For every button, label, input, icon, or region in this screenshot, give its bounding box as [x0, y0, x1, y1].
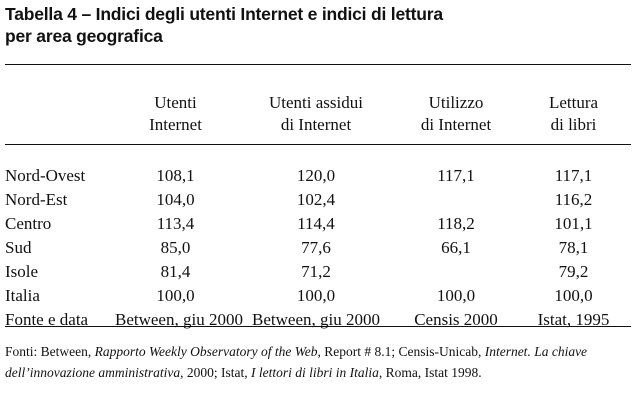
header-utenti-internet: Utenti Internet: [115, 80, 236, 136]
cell-area: Italia: [5, 286, 40, 305]
cell-utilizzo: 100,0: [436, 286, 476, 305]
header-utilizzo-line2: di Internet: [420, 115, 492, 134]
footnote-text: Fonti: Between,: [5, 344, 95, 359]
cell-area: Nord-Est: [5, 190, 68, 209]
footnote-title-internet: Internet. La chiave dell’innovazione amm…: [5, 344, 588, 380]
header-rule: [5, 144, 631, 145]
cell-utilizzo: 118,2: [437, 214, 475, 233]
data-table: Utenti Internet Utenti assidui di Internet…: [5, 80, 631, 332]
cell-utilizzo: [396, 260, 516, 284]
table-row-centro: Centro 113,4 114,4 118,2 101,1: [5, 212, 631, 236]
table-row-isole: Isole 81,4 71,2 79,2: [5, 260, 631, 284]
cell-lettura: 101,1: [554, 214, 593, 233]
table-title-line-2: per area geografica: [5, 26, 163, 46]
header-lettura-libri: Lettura di libri: [516, 80, 631, 136]
header-utenti-assidui: Utenti assidui di Internet: [236, 80, 396, 136]
cell-lettura: 78,1: [558, 238, 589, 257]
table-row-nord-ovest: Nord-Ovest 108,1 120,0 117,1 117,1: [5, 164, 631, 188]
cell-source-label: Fonte e data: [5, 310, 89, 329]
cell-assidui: 71,2: [301, 262, 331, 281]
header-utilizzo-internet: Utilizzo di Internet: [396, 80, 516, 136]
cell-lettura: 117,1: [554, 166, 593, 185]
header-row: Utenti Internet Utenti assidui di Internet…: [5, 80, 631, 136]
header-area: [5, 80, 115, 136]
footnote-text: , Roma, Istat 1998.: [378, 365, 482, 380]
header-assidui-line1: Utenti assidui: [269, 93, 363, 112]
footnote-text: , 2000; Istat,: [180, 365, 251, 380]
cell-utenti: 100,0: [156, 286, 195, 305]
cell-source-assidui: Between, giu 2000: [252, 310, 380, 329]
cell-area: Centro: [5, 214, 52, 233]
cell-area: Isole: [5, 262, 39, 281]
cell-assidui: 100,0: [296, 286, 336, 305]
cell-source-utilizzo: Censis 2000: [414, 310, 498, 329]
bottom-rule: [5, 326, 631, 327]
table-row-fonte: Fonte e data Between, giu 2000 Between, …: [5, 308, 631, 332]
cell-area: Sud: [5, 238, 32, 257]
cell-utenti: 113,4: [156, 214, 195, 233]
table-row-sud: Sud 85,0 77,6 66,1 78,1: [5, 236, 631, 260]
footnote-title-lettori: I lettori di libri in Italia: [250, 365, 379, 380]
table-row-italia: Italia 100,0 100,0 100,0 100,0: [5, 284, 631, 308]
cell-lettura: 100,0: [554, 286, 593, 305]
footnote-title-rapporto: Rapporto Weekly Observatory of the Web: [94, 344, 318, 359]
top-rule: [5, 64, 631, 65]
header-assidui-line2: di Internet: [280, 115, 352, 134]
footnote: Fonti: Between, Rapporto Weekly Observat…: [5, 341, 633, 383]
cell-utilizzo: 117,1: [437, 166, 475, 185]
table-title-line-1: Tabella 4 – Indici degli utenti Internet…: [5, 4, 443, 24]
header-utenti-line2: Internet: [149, 115, 202, 134]
cell-assidui: 120,0: [296, 166, 336, 185]
footnote-text: , Report # 8.1; Censis-Unicab,: [317, 344, 485, 359]
cell-utenti: 81,4: [160, 262, 191, 281]
cell-utenti: 104,0: [156, 190, 195, 209]
cell-assidui: 77,6: [301, 238, 331, 257]
cell-source-lettura: Istat, 1995: [537, 310, 610, 329]
cell-utenti: 108,1: [156, 166, 195, 185]
cell-source-utenti: Between, giu 2000: [115, 310, 243, 329]
header-utenti-line1: Utenti: [154, 93, 197, 112]
cell-lettura: 116,2: [554, 190, 593, 209]
cell-lettura: 79,2: [558, 262, 589, 281]
cell-assidui: 102,4: [296, 190, 336, 209]
header-lettura-line2: di libri: [550, 115, 597, 134]
cell-utenti: 85,0: [160, 238, 191, 257]
cell-utilizzo: [396, 188, 516, 212]
cell-utilizzo: 66,1: [441, 238, 471, 257]
cell-assidui: 114,4: [297, 214, 335, 233]
header-lettura-line1: Lettura: [548, 93, 599, 112]
table-title: Tabella 4 – Indici degli utenti Internet…: [5, 3, 625, 47]
cell-area: Nord-Ovest: [5, 166, 86, 185]
header-utilizzo-line1: Utilizzo: [428, 93, 484, 112]
table-row-nord-est: Nord-Est 104,0 102,4 116,2: [5, 188, 631, 212]
